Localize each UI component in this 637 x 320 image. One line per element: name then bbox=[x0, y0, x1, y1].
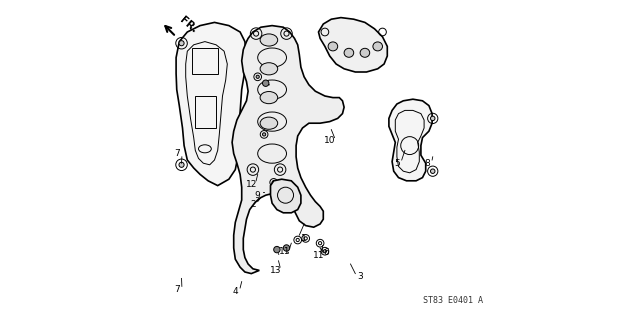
Text: 7: 7 bbox=[174, 149, 180, 158]
Text: 7: 7 bbox=[174, 285, 180, 294]
Ellipse shape bbox=[260, 34, 278, 46]
Text: 5: 5 bbox=[394, 159, 400, 168]
Text: 10: 10 bbox=[324, 136, 336, 145]
Text: 9: 9 bbox=[255, 191, 261, 200]
Text: 11: 11 bbox=[313, 252, 324, 260]
Text: 1: 1 bbox=[301, 234, 307, 243]
Circle shape bbox=[179, 162, 184, 167]
Text: 2: 2 bbox=[250, 200, 255, 209]
Circle shape bbox=[262, 80, 269, 86]
Circle shape bbox=[256, 75, 259, 78]
Text: ST83 E0401 A: ST83 E0401 A bbox=[423, 296, 483, 305]
Ellipse shape bbox=[328, 42, 338, 51]
Circle shape bbox=[272, 181, 275, 184]
Circle shape bbox=[431, 116, 435, 121]
Ellipse shape bbox=[260, 117, 278, 129]
Circle shape bbox=[283, 245, 290, 251]
Text: 11: 11 bbox=[279, 247, 290, 256]
Circle shape bbox=[431, 169, 435, 173]
Text: FR.: FR. bbox=[178, 15, 199, 35]
Text: 4: 4 bbox=[233, 287, 238, 296]
Ellipse shape bbox=[344, 48, 354, 57]
Circle shape bbox=[179, 41, 184, 46]
Polygon shape bbox=[318, 18, 387, 72]
Ellipse shape bbox=[360, 48, 369, 57]
Ellipse shape bbox=[260, 92, 278, 104]
Text: 12: 12 bbox=[246, 180, 257, 188]
Ellipse shape bbox=[260, 63, 278, 75]
Polygon shape bbox=[389, 99, 432, 181]
Text: 3: 3 bbox=[357, 272, 363, 281]
Circle shape bbox=[262, 133, 266, 136]
Ellipse shape bbox=[373, 42, 382, 51]
Text: 8: 8 bbox=[424, 159, 430, 168]
Text: 13: 13 bbox=[269, 266, 281, 275]
Polygon shape bbox=[232, 26, 344, 274]
Polygon shape bbox=[176, 22, 247, 186]
Polygon shape bbox=[271, 179, 301, 213]
Circle shape bbox=[274, 246, 280, 253]
Text: 6: 6 bbox=[324, 248, 329, 257]
